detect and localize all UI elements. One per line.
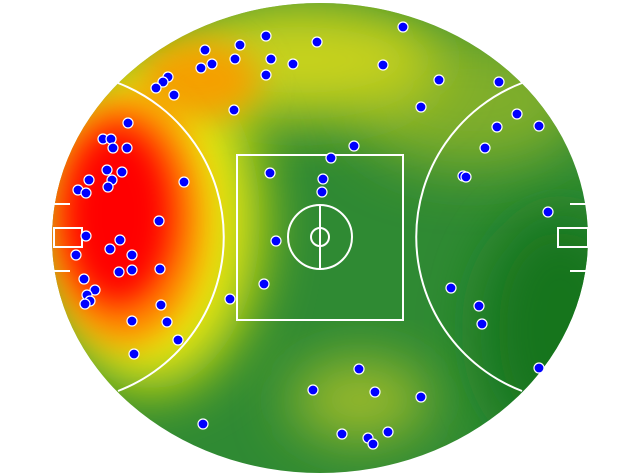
data-point [80, 230, 92, 242]
data-point [128, 348, 140, 360]
data-point [122, 117, 134, 129]
data-point [224, 293, 236, 305]
data-point [260, 69, 272, 81]
data-point [287, 58, 299, 70]
data-point [228, 104, 240, 116]
data-point [325, 152, 337, 164]
data-point [234, 39, 246, 51]
data-point [445, 282, 457, 294]
data-point [229, 53, 241, 65]
data-point [377, 59, 389, 71]
data-point [369, 386, 381, 398]
data-point [79, 298, 91, 310]
data-point [89, 284, 101, 296]
data-point [178, 176, 190, 188]
data-point [195, 62, 207, 74]
data-point [153, 215, 165, 227]
data-point [317, 173, 329, 185]
data-point [397, 21, 409, 33]
data-point [154, 263, 166, 275]
data-point [533, 362, 545, 374]
data-point [161, 316, 173, 328]
data-point [114, 234, 126, 246]
data-point [121, 142, 133, 154]
data-point [307, 384, 319, 396]
data-point [126, 264, 138, 276]
data-point [336, 428, 348, 440]
data-point [206, 58, 218, 70]
data-point [382, 426, 394, 438]
data-point [104, 243, 116, 255]
data-point [168, 89, 180, 101]
data-point [270, 235, 282, 247]
data-point [197, 418, 209, 430]
data-point [83, 174, 95, 186]
data-point [348, 140, 360, 152]
data-point [433, 74, 445, 86]
data-point [101, 164, 113, 176]
data-point [126, 249, 138, 261]
data-point [460, 171, 472, 183]
data-point [479, 142, 491, 154]
field-lines [53, 82, 589, 392]
data-point [157, 76, 169, 88]
data-point [80, 187, 92, 199]
data-point [70, 249, 82, 261]
data-point [150, 82, 162, 94]
data-point [311, 36, 323, 48]
data-point [260, 30, 272, 42]
data-point [415, 391, 427, 403]
data-point [476, 318, 488, 330]
data-point [199, 44, 211, 56]
data-point [107, 142, 119, 154]
data-point [113, 266, 125, 278]
data-point [533, 120, 545, 132]
data-point [105, 133, 117, 145]
data-point [172, 334, 184, 346]
data-point [316, 186, 328, 198]
data-point [155, 299, 167, 311]
data-point [258, 278, 270, 290]
data-point [353, 363, 365, 375]
data-point [415, 101, 427, 113]
data-point [491, 121, 503, 133]
data-point [116, 166, 128, 178]
data-point [264, 167, 276, 179]
data-point [542, 206, 554, 218]
data-point [102, 181, 114, 193]
data-point [473, 300, 485, 312]
data-point [265, 53, 277, 65]
data-point [511, 108, 523, 120]
data-point [126, 315, 138, 327]
data-point [493, 76, 505, 88]
data-point [367, 438, 379, 450]
data-point [78, 273, 90, 285]
